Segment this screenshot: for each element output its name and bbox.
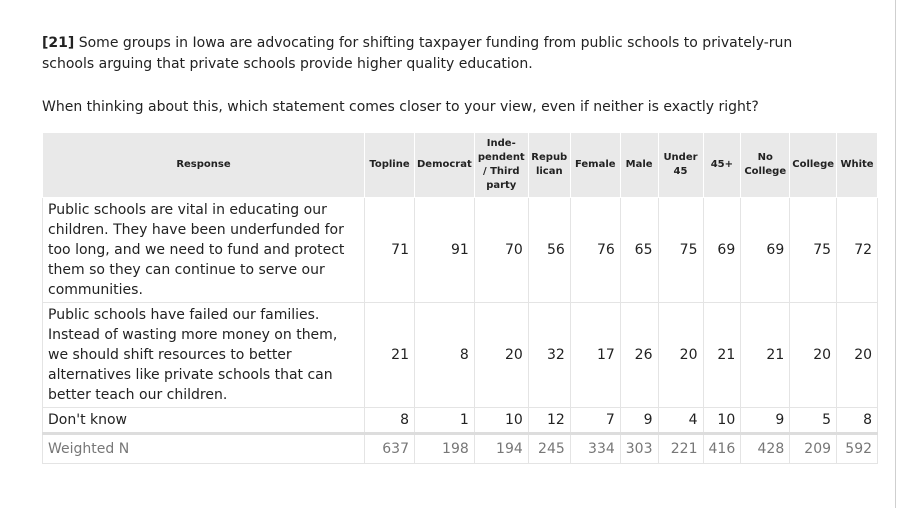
cell-value: 20 xyxy=(657,302,704,408)
column-header: Male xyxy=(619,132,659,198)
cell-value: 416 xyxy=(702,432,742,464)
cell-value: 32 xyxy=(527,302,571,408)
cell-value: 65 xyxy=(619,197,659,303)
cell-value: 209 xyxy=(789,432,838,464)
row-label: Don't know xyxy=(42,407,365,434)
cell-value: 21 xyxy=(740,302,791,408)
column-header: Response xyxy=(42,132,365,198)
column-header: Repub lican xyxy=(527,132,571,198)
cell-value: 69 xyxy=(702,197,742,303)
cell-value: 4 xyxy=(657,407,704,434)
column-header: 45+ xyxy=(702,132,742,198)
column-header: Female xyxy=(569,132,621,198)
cell-value: 21 xyxy=(702,302,742,408)
results-table: Response Topline Democrat Inde- pendent / T… xyxy=(42,132,879,464)
column-header: Democrat xyxy=(414,132,475,198)
cell-value: 70 xyxy=(473,197,529,303)
cell-value: 8 xyxy=(364,407,415,434)
page-edge xyxy=(895,0,896,508)
cell-value: 8 xyxy=(414,302,475,408)
cell-value: 303 xyxy=(619,432,659,464)
cell-value: 10 xyxy=(702,407,742,434)
cell-value: 334 xyxy=(569,432,621,464)
cell-value: 637 xyxy=(364,432,415,464)
table-row: Public schools are vital in educating ou… xyxy=(42,197,879,303)
cell-value: 8 xyxy=(836,407,879,434)
cell-value: 76 xyxy=(569,197,621,303)
cell-value: 428 xyxy=(740,432,791,464)
row-label: Public schools are vital in educating ou… xyxy=(42,197,365,303)
table-row: Don't know 8 1 10 12 7 9 4 10 9 5 8 xyxy=(42,407,879,434)
cell-value: 20 xyxy=(473,302,529,408)
table-body: Public schools are vital in educating ou… xyxy=(42,197,879,464)
cell-value: 21 xyxy=(364,302,415,408)
question: [21] Some groups in Iowa are advocating … xyxy=(42,33,832,75)
row-label: Weighted N xyxy=(42,432,365,464)
cell-value: 56 xyxy=(527,197,571,303)
cell-value: 245 xyxy=(527,432,571,464)
cell-value: 5 xyxy=(789,407,838,434)
question-text: Some groups in Iowa are advocating for s… xyxy=(42,35,793,72)
cell-value: 198 xyxy=(414,432,475,464)
table-row: Weighted N 637 198 194 245 334 303 221 416 428 209… xyxy=(42,432,879,464)
cell-value: 71 xyxy=(364,197,415,303)
cell-value: 9 xyxy=(619,407,659,434)
cell-value: 72 xyxy=(836,197,879,303)
cell-value: 91 xyxy=(414,197,475,303)
cell-value: 10 xyxy=(473,407,529,434)
column-header: Under 45 xyxy=(657,132,704,198)
cell-value: 26 xyxy=(619,302,659,408)
cell-value: 17 xyxy=(569,302,621,408)
question-number: [21] xyxy=(42,35,75,51)
cell-value: 75 xyxy=(657,197,704,303)
column-header: No College xyxy=(740,132,791,198)
column-header: Inde- pendent / Third party xyxy=(473,132,529,198)
cell-value: 221 xyxy=(657,432,704,464)
column-header: Topline xyxy=(364,132,415,198)
cell-value: 75 xyxy=(789,197,838,303)
cell-value: 9 xyxy=(740,407,791,434)
cell-value: 20 xyxy=(789,302,838,408)
column-header: White xyxy=(836,132,879,198)
cell-value: 194 xyxy=(473,432,529,464)
prompt: When thinking about this, which statemen… xyxy=(42,99,759,115)
header-row: Response Topline Democrat Inde- pendent / T… xyxy=(42,132,879,198)
cell-value: 592 xyxy=(836,432,879,464)
cell-value: 1 xyxy=(414,407,475,434)
cell-value: 69 xyxy=(740,197,791,303)
table-row: Public schools have failed our families.… xyxy=(42,302,879,408)
cell-value: 12 xyxy=(527,407,571,434)
cell-value: 20 xyxy=(836,302,879,408)
cell-value: 7 xyxy=(569,407,621,434)
row-label: Public schools have failed our families.… xyxy=(42,302,365,408)
column-header: College xyxy=(789,132,838,198)
